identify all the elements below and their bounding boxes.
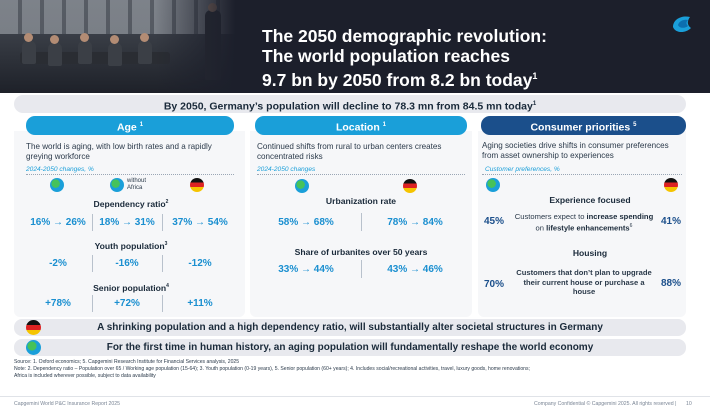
housing-germany-value: 88%: [660, 278, 681, 289]
location-description: Continued shifts from rural to urban cen…: [257, 142, 442, 161]
urbanization-germany-value: 78% → 84%: [387, 217, 443, 228]
consumer-note: Customer preferences, %: [485, 166, 560, 173]
youth-population-label: Youth population3: [94, 241, 168, 251]
world-globe-icon: [486, 178, 500, 192]
youth-no-africa-value: -16%: [115, 258, 139, 269]
header-band: The 2050 demographic revolution: The wor…: [0, 0, 710, 93]
location-header: Location 1: [255, 116, 467, 135]
world-globe-icon: [295, 179, 309, 193]
age-note: 2024-2050 changes, %: [26, 166, 94, 173]
without-africa-label: without Africa: [127, 178, 147, 191]
dependency-germany-value: 37% → 54%: [172, 217, 228, 228]
page-number: 10: [686, 401, 692, 407]
urbanites-world-value: 33% → 44%: [278, 264, 334, 275]
urbanization-world-value: 58% → 68%: [278, 217, 334, 228]
urbanization-rate-label: Urbanization rate: [325, 196, 397, 206]
germany-population-banner: By 2050, Germany’s population will decli…: [14, 95, 686, 113]
age-description: The world is aging, with low birth rates…: [26, 142, 212, 161]
experience-focused-label: Experience focused: [549, 195, 631, 205]
source-footnote: Source: 1. Oxford economics; 5. Capgemin…: [14, 359, 240, 365]
footer-confidential: Company Confidential © Capgemini 2025. A…: [534, 401, 677, 407]
germany-flag-icon: [664, 178, 678, 192]
location-note: 2024-2050 changes: [257, 166, 316, 173]
germany-flag-icon: [403, 179, 417, 193]
dependency-world-value: 16% → 26%: [30, 217, 86, 228]
housing-label: Housing: [572, 248, 608, 258]
senior-population-label: Senior population4: [93, 283, 169, 293]
urbanites-germany-value: 43% → 46%: [387, 264, 443, 275]
experience-world-value: 45%: [483, 216, 504, 227]
experience-description: Customers expect to increase spending on…: [514, 212, 654, 233]
senior-world-value: +78%: [45, 298, 71, 309]
experience-germany-value: 41%: [660, 216, 681, 227]
urbanites-over-50-label: Share of urbanites over 50 years: [294, 247, 428, 257]
youth-germany-value: -12%: [188, 258, 212, 269]
dependency-ratio-label: Dependency ratio2: [93, 199, 169, 209]
note-footnote: Note: 2. Dependency ratio – Population o…: [14, 366, 530, 372]
youth-world-value: -2%: [49, 258, 67, 269]
consumer-header: Consumer priorities 5: [481, 116, 686, 135]
housing-world-value: 70%: [483, 279, 504, 290]
germany-flag-icon: [190, 178, 204, 192]
germany-flag-icon: [26, 320, 41, 335]
age-header: Age 1: [26, 116, 234, 135]
consumer-panel: [478, 131, 686, 317]
world-globe-icon: [50, 178, 64, 192]
page-title: The 2050 demographic revolution: The wor…: [262, 26, 547, 90]
housing-description: Customers that don’t plan to upgrade the…: [516, 268, 652, 296]
dependency-no-africa-value: 18% → 31%: [99, 217, 155, 228]
world-conclusion-bar: For the first time in human history, an …: [14, 339, 686, 356]
germany-conclusion-bar: A shrinking population and a high depend…: [14, 319, 686, 336]
africa-footnote: Africa is included wherever possible, su…: [14, 373, 156, 379]
capgemini-logo: [673, 16, 691, 33]
world-globe-icon: [26, 340, 41, 355]
age-panel: [14, 131, 245, 317]
footer-report-name: Capgemini World P&C Insurance Report 202…: [14, 401, 121, 407]
senior-no-africa-value: +72%: [114, 298, 140, 309]
consumer-description: Aging societies drive shifts in consumer…: [482, 141, 669, 160]
world-without-africa-icon: [110, 178, 124, 192]
senior-germany-value: +11%: [187, 298, 213, 309]
meeting-photo: [0, 0, 235, 93]
